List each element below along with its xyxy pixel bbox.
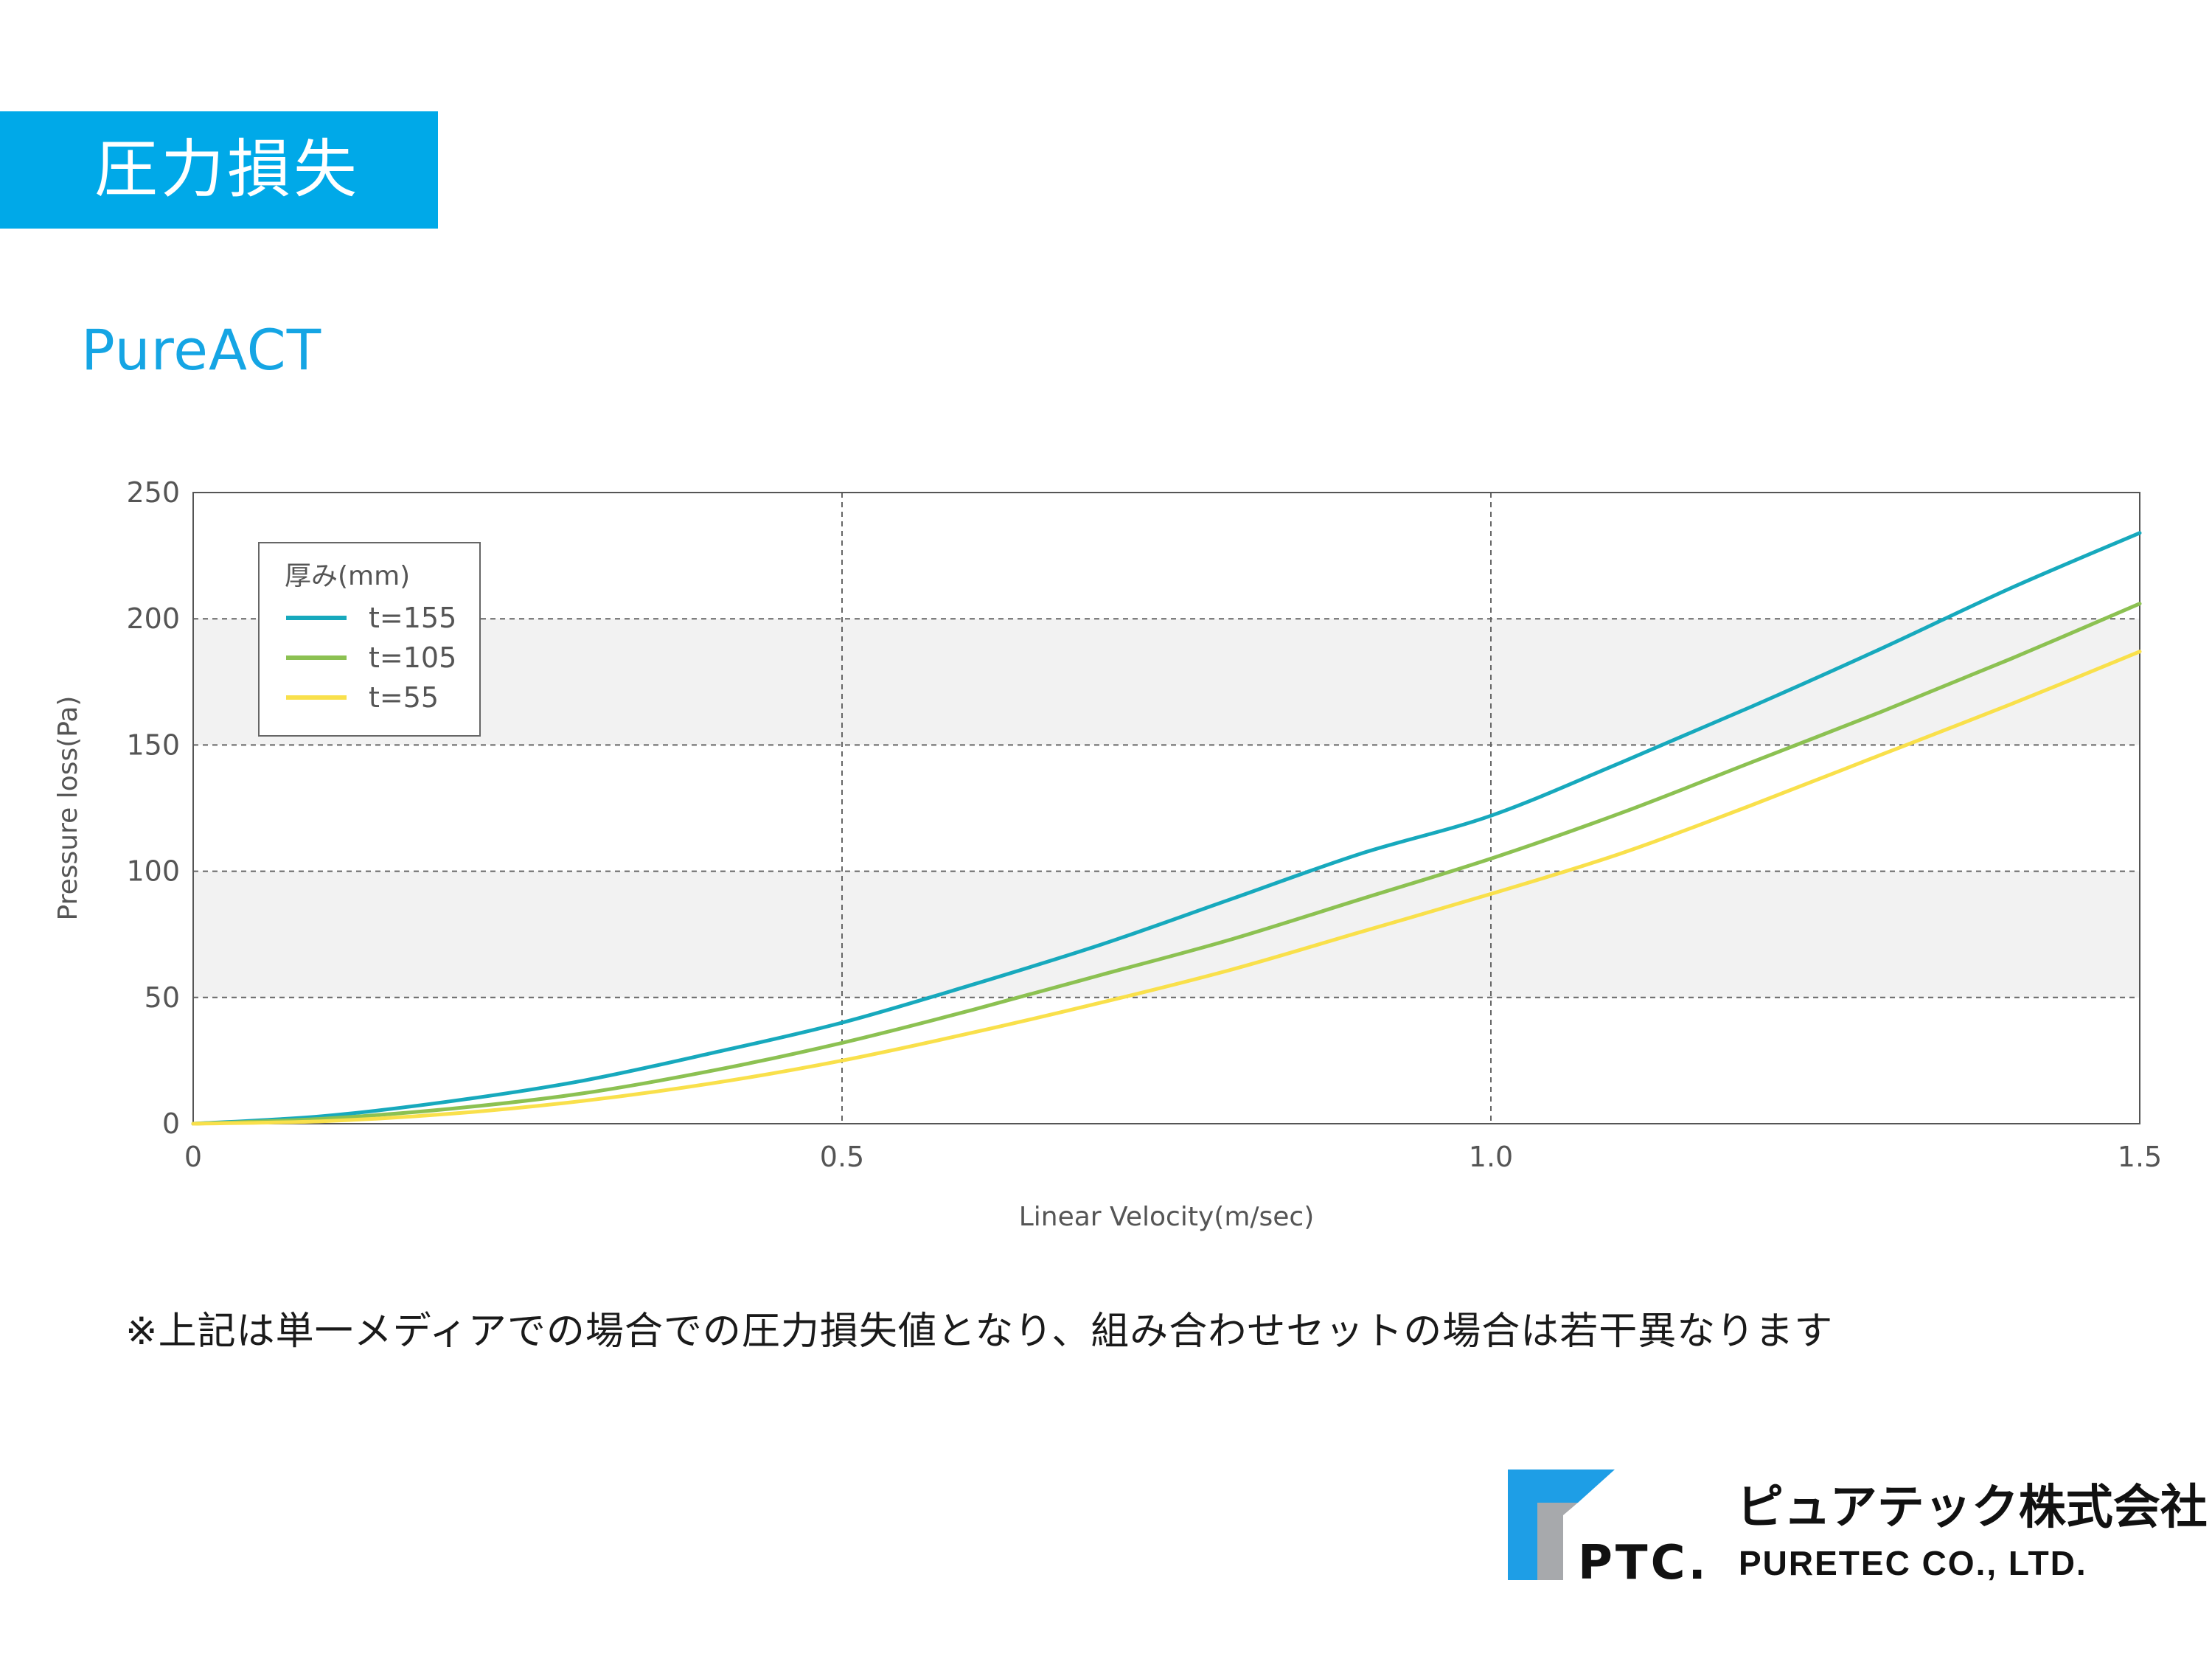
y-tick-label: 250: [126, 476, 180, 509]
company-name-jp: ピュアテック株式会社: [1736, 1481, 2208, 1535]
y-tick-labels: 0 50 100 150 200 250: [126, 476, 180, 1140]
ptc-logo: PTC.: [1508, 1470, 1707, 1580]
product-title: PureACT: [81, 317, 322, 383]
chart-grid: [193, 493, 2140, 1124]
y-tick-label: 150: [126, 728, 180, 761]
footnote: ※上記は単一メディアでの場合での圧力損失値となり、組み合わせセットの場合は若干異…: [125, 1310, 1834, 1354]
series-line-t=155: [191, 531, 2142, 1126]
legend-box: [258, 542, 481, 737]
company-name-en: PURETEC CO., LTD.: [1739, 1544, 2087, 1582]
x-tick-label: 1.0: [1469, 1141, 1513, 1173]
legend-label: t=55: [369, 681, 439, 714]
pressure-loss-chart: 0 50 100 150 200 250 0 0.5 1.0 1.5 Linear Veloci…: [53, 476, 2162, 1232]
y-tick-label: 0: [162, 1107, 180, 1140]
logo-text: PTC.: [1578, 1536, 1707, 1580]
grid-band: [193, 871, 2140, 998]
legend-label: t=155: [369, 602, 456, 634]
x-tick-label: 0: [184, 1141, 202, 1173]
y-tick-label: 200: [126, 602, 180, 635]
x-tick-label: 1.5: [2118, 1141, 2162, 1173]
grid-band: [193, 619, 2140, 745]
y-tick-label: 100: [126, 855, 180, 888]
y-tick-label: 50: [145, 981, 180, 1014]
page-title: 圧力損失: [94, 133, 360, 206]
x-tick-labels: 0 0.5 1.0 1.5: [184, 1141, 2162, 1173]
x-axis-label: Linear Velocity(m/sec): [1019, 1202, 1315, 1232]
y-axis-label: Pressure loss(Pa): [53, 696, 83, 921]
legend-label: t=105: [369, 641, 456, 674]
series-line-t=105: [191, 602, 2142, 1126]
series-line-t=55: [191, 650, 2142, 1126]
plot-frame: [192, 492, 2140, 1124]
logo-blue-mark: [1508, 1470, 1615, 1580]
legend: 厚み(mm) t=155 t=105 t=55: [258, 542, 481, 737]
x-tick-label: 0.5: [820, 1141, 864, 1173]
legend-title: 厚み(mm): [285, 561, 410, 591]
legend-items: t=155 t=105 t=55: [286, 602, 456, 714]
logo-gray-mark: [1537, 1503, 1578, 1580]
chart-bands: [193, 619, 2140, 998]
series-lines: [191, 531, 2142, 1126]
title-banner: 圧力損失: [0, 111, 438, 229]
